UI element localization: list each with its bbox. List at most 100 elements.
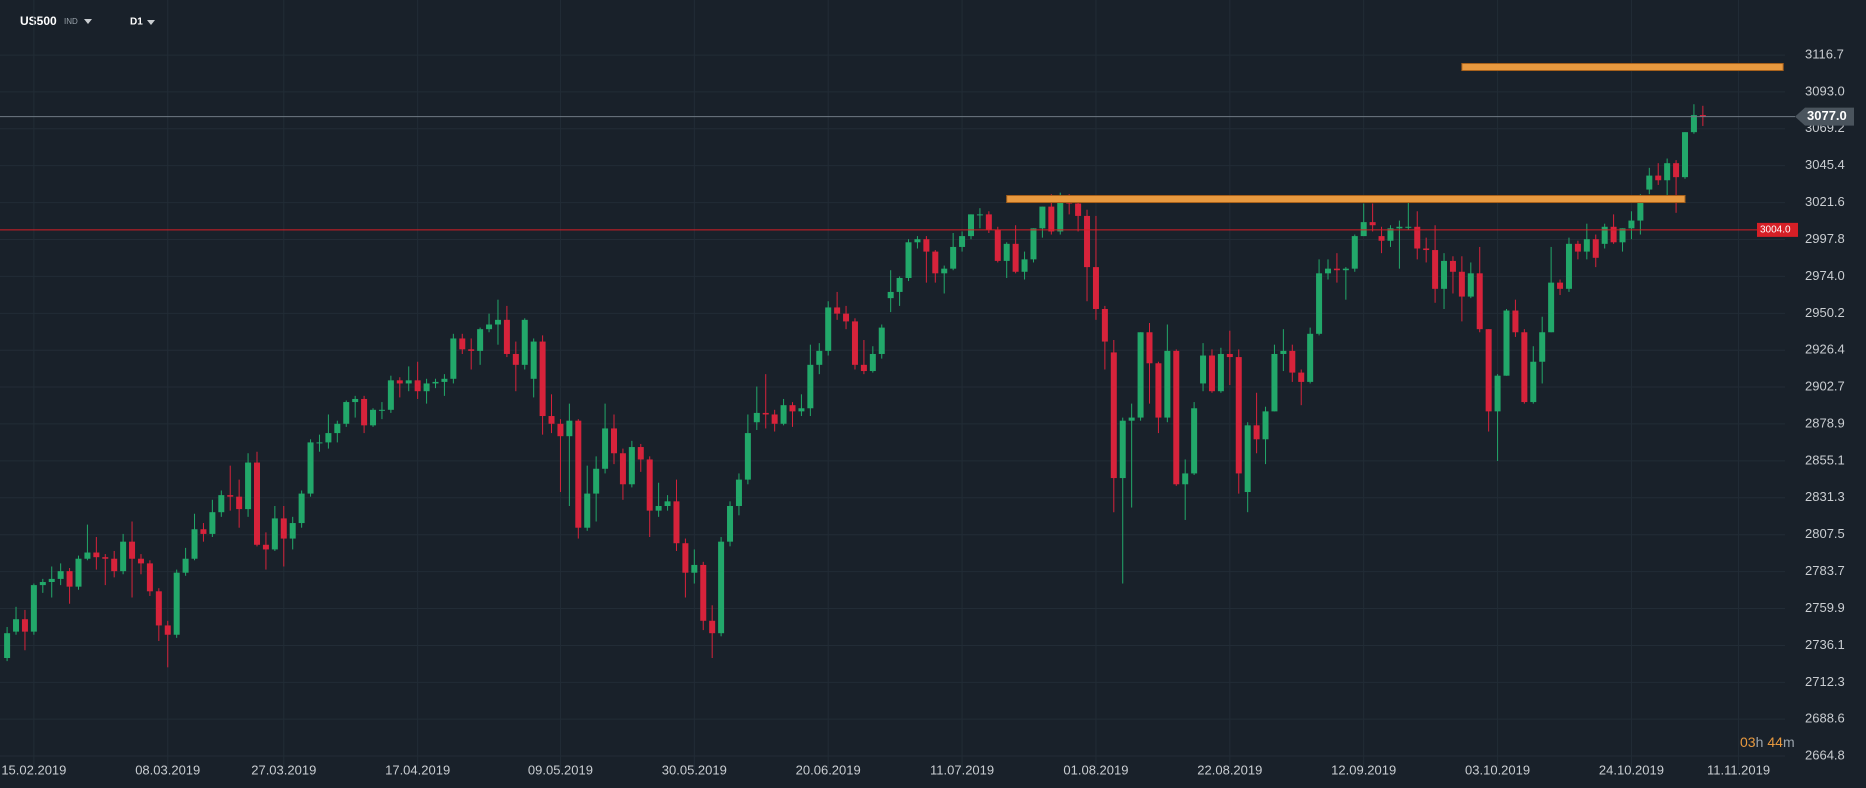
candle-body: [834, 307, 841, 314]
candle-body: [262, 544, 269, 550]
candle-body: [343, 402, 350, 424]
candle-body: [843, 313, 850, 322]
candle-body: [1182, 473, 1189, 485]
candle-body: [664, 501, 671, 506]
candle-body: [468, 349, 475, 351]
price-tag: [1795, 107, 1854, 126]
candle-body: [325, 433, 332, 443]
candle-body: [709, 620, 716, 634]
candle-body: [254, 462, 260, 545]
candle-body: [976, 214, 983, 216]
candle-body: [486, 324, 493, 330]
candle-body: [1690, 115, 1697, 133]
candle-body: [1110, 352, 1117, 479]
x-tick-label: 01.08.2019: [1063, 762, 1128, 777]
candle-body: [1191, 408, 1198, 474]
candle-body: [628, 447, 635, 485]
candle-body: [959, 236, 966, 247]
candle-body: [914, 239, 921, 243]
interval-dropdown[interactable]: [147, 20, 155, 25]
candle-body: [1646, 175, 1653, 190]
candle-body: [1396, 226, 1403, 229]
candle-body: [611, 428, 617, 454]
candle-body: [405, 380, 412, 384]
price-tag-label: 3077.0: [1807, 108, 1847, 123]
candle-body: [735, 479, 742, 506]
candle-body: [1360, 222, 1367, 237]
candle-body: [164, 625, 171, 635]
candle-body: [1664, 163, 1671, 181]
candle-body: [566, 420, 573, 437]
candle-body: [1316, 273, 1323, 334]
candle-body: [477, 329, 484, 351]
candle-body: [602, 428, 609, 469]
candle-body: [200, 529, 207, 534]
y-tick-label: 2997.8: [1805, 231, 1845, 246]
y-tick-label: 2878.9: [1805, 415, 1845, 430]
x-tick-label: 11.11.2019: [1707, 762, 1770, 777]
candle-body: [994, 229, 1001, 261]
candle-body: [539, 341, 546, 417]
candle-body: [13, 619, 20, 632]
candle-body: [503, 319, 510, 354]
candle-body: [111, 558, 118, 572]
candle-body: [1075, 203, 1082, 216]
candle-body: [1164, 350, 1171, 418]
candle-body: [1039, 206, 1046, 229]
candle-body: [1217, 353, 1224, 392]
candle-body: [1208, 355, 1215, 392]
candle-body: [789, 405, 796, 412]
candle-body: [1557, 282, 1564, 289]
candle-body: [1682, 132, 1688, 178]
candle-body: [1530, 361, 1537, 403]
candle-body: [1307, 333, 1314, 382]
candle-body: [1548, 282, 1555, 333]
interval[interactable]: D1: [130, 17, 143, 28]
symbol[interactable]: US500: [20, 14, 57, 28]
candle-body: [1262, 411, 1269, 440]
candle-body: [182, 558, 189, 573]
candle-body: [245, 462, 252, 510]
candle-body: [1432, 250, 1439, 289]
candle-body: [548, 416, 555, 424]
candle-body: [1485, 329, 1492, 412]
candle-body: [307, 442, 314, 494]
x-tick-label: 24.10.2019: [1599, 762, 1664, 777]
candle-body: [1128, 417, 1135, 421]
candle-body: [1512, 310, 1519, 333]
candle-body: [1628, 220, 1635, 229]
candle-body: [441, 378, 448, 382]
candle-body: [396, 380, 403, 384]
y-tick-label: 2855.1: [1805, 452, 1845, 467]
candle-body: [39, 581, 46, 586]
candle-body: [1048, 206, 1055, 232]
candle-body: [191, 529, 198, 559]
candle-body: [1253, 425, 1260, 440]
candle-body: [1280, 350, 1287, 354]
candle-body: [1012, 243, 1019, 272]
timer-hours: 03: [1740, 734, 1756, 750]
candle-body: [780, 405, 787, 424]
candle-body: [1387, 228, 1394, 241]
y-tick-label: 2759.9: [1805, 600, 1845, 615]
candle-body: [155, 591, 162, 626]
x-tick-label: 12.09.2019: [1331, 762, 1396, 777]
candle-body: [950, 246, 957, 269]
candle-body: [1699, 115, 1706, 117]
candle-body: [120, 541, 127, 572]
candle-body: [1030, 228, 1037, 260]
candle-body: [4, 633, 11, 659]
candle-body: [93, 552, 100, 558]
candle-body: [619, 453, 626, 485]
candle-body: [771, 414, 778, 424]
candle-body: [378, 409, 385, 411]
x-tick-label: 27.03.2019: [251, 762, 316, 777]
y-tick-label: 2926.4: [1805, 342, 1845, 357]
candle-body: [851, 321, 858, 365]
candle-body: [584, 493, 591, 528]
candle-body: [1378, 236, 1385, 241]
candle-body: [575, 420, 582, 528]
symbol-dropdown[interactable]: [84, 19, 92, 24]
y-tick-label: 2783.7: [1805, 563, 1845, 578]
